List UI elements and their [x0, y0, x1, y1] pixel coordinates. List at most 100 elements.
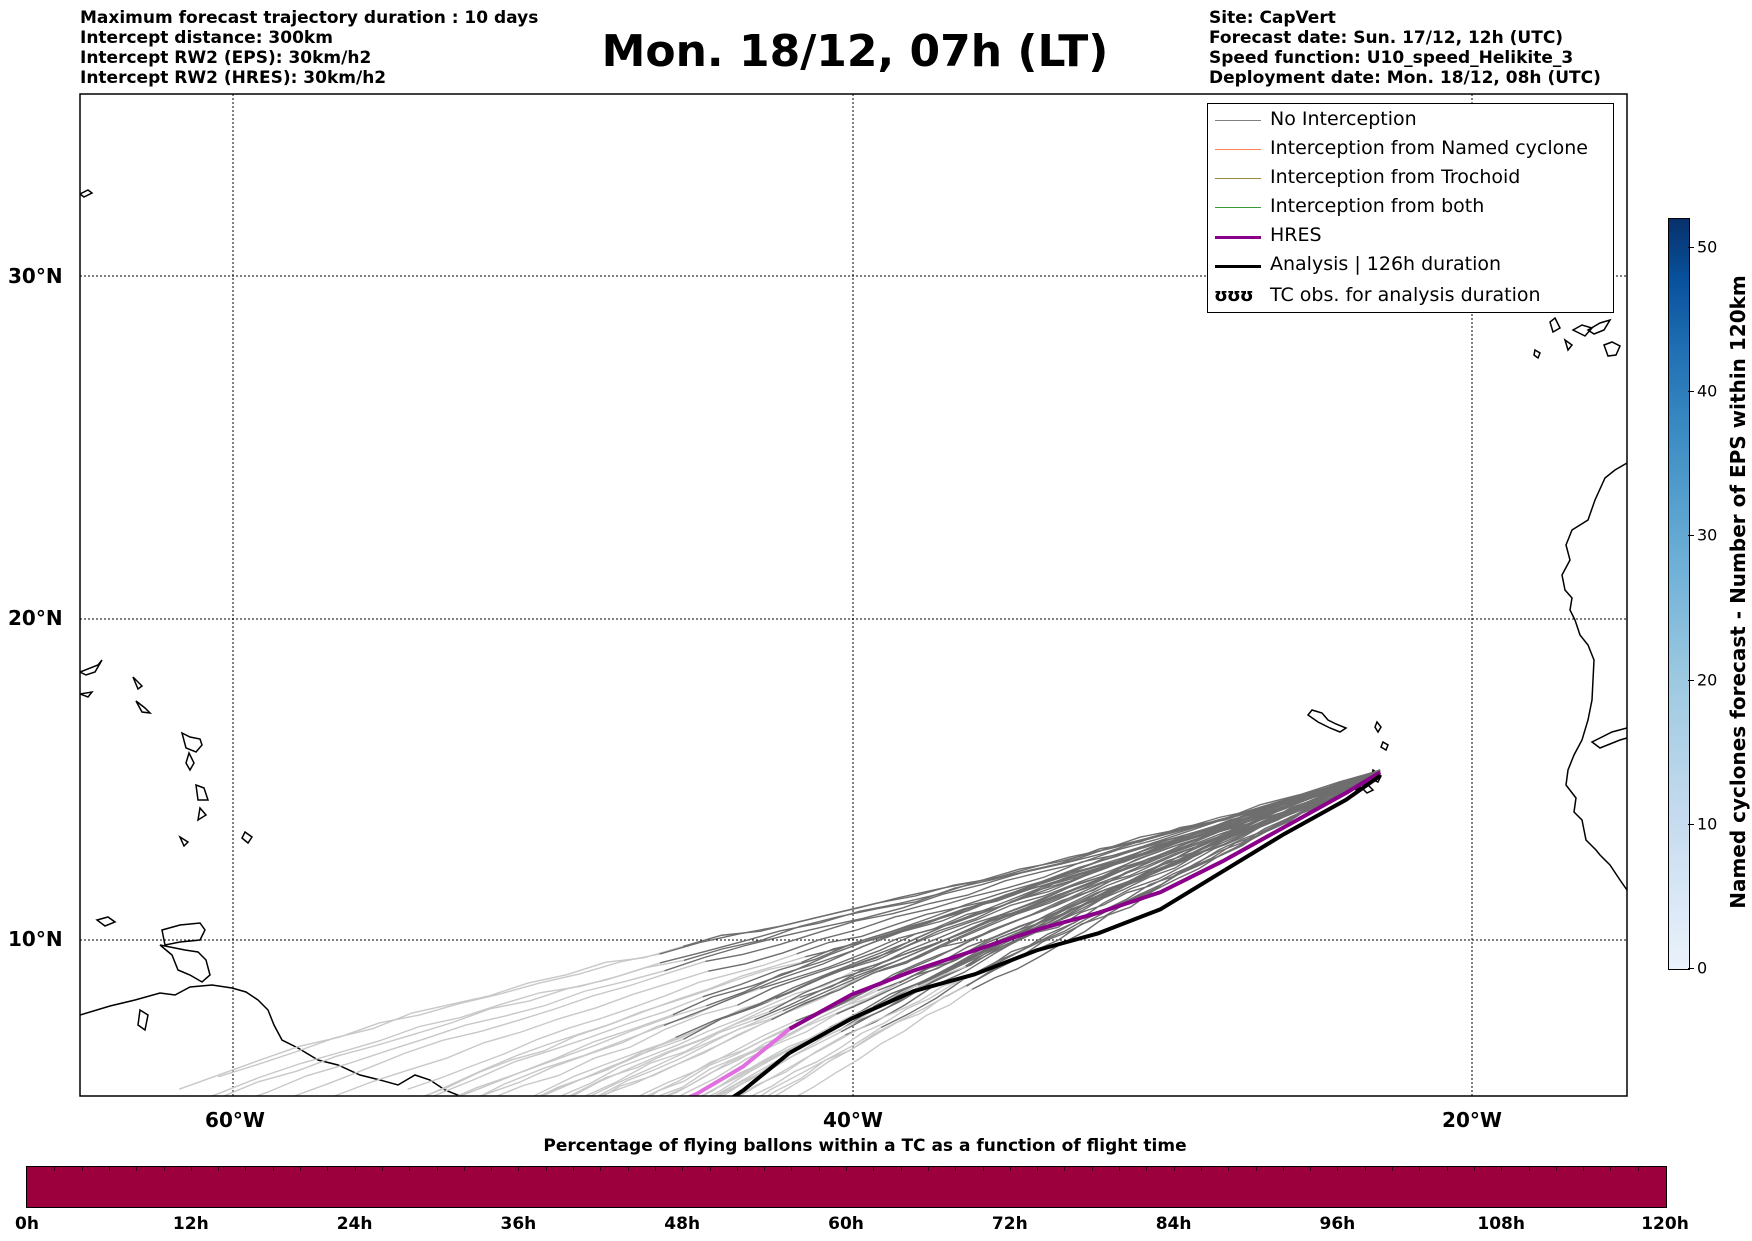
ensemble-track — [917, 770, 1381, 986]
colorbar-tick-mark — [1688, 679, 1694, 681]
ensemble-track-late — [570, 1011, 770, 1096]
hres-trajectory — [686, 770, 1382, 1096]
ensemble-track-late — [455, 1014, 674, 1096]
coastline-segment — [185, 750, 195, 772]
legend-swatch — [1215, 207, 1261, 208]
bar-segment-divider — [1419, 1167, 1421, 1171]
ensemble-track-late — [254, 970, 665, 1096]
ensemble-track-late — [707, 1037, 814, 1096]
ensemble-track-late — [218, 945, 684, 1078]
lon-label-40w: 40°W — [823, 1108, 883, 1132]
ensemble-track — [683, 772, 1381, 1040]
percentage-bar-tick: 12h — [172, 1214, 209, 1234]
percentage-bar-tick: 60h — [828, 1214, 864, 1234]
cyclone-symbol-icon: ʊʊʊ — [1214, 285, 1254, 306]
analysis-line — [788, 774, 1382, 1055]
bar-segment-divider — [1392, 1167, 1393, 1171]
coastline-segment — [80, 659, 103, 676]
percentage-bar — [26, 1166, 1667, 1208]
bar-segment-divider — [327, 1167, 329, 1171]
coastline-segment — [1380, 740, 1389, 752]
bar-segment-divider — [682, 1167, 684, 1171]
bar-segment-divider — [1310, 1167, 1312, 1171]
coastline-segment — [1586, 318, 1612, 335]
coastline-segment — [1533, 348, 1541, 360]
coastline-segment — [241, 830, 254, 845]
percentage-bar-tick: 0h — [15, 1214, 39, 1234]
bar-segment-divider — [518, 1167, 520, 1171]
ensemble-track-late — [178, 953, 660, 1090]
info-line: Forecast date: Sun. 17/12, 12h (UTC) — [1209, 28, 1564, 48]
analysis-trajectory — [731, 774, 1382, 1096]
info-line: Deployment date: Mon. 18/12, 08h (UTC) — [1209, 68, 1601, 88]
ensemble-track-late — [736, 1034, 846, 1096]
ensemble-track-late — [537, 1019, 719, 1096]
ensemble-track — [965, 769, 1381, 980]
lon-label-20w: 20°W — [1442, 1108, 1502, 1132]
bar-segment-divider — [1173, 1167, 1175, 1171]
coastline-segment — [1563, 338, 1574, 352]
ensemble-track-late — [540, 1038, 684, 1096]
coastline-segment — [1561, 462, 1627, 891]
bar-segment-divider — [54, 1167, 56, 1171]
legend-label: HRES — [1270, 224, 1322, 246]
coastline-segment — [161, 922, 206, 946]
ensemble-track-late — [479, 1024, 664, 1096]
legend-item: Interception from Trochoid — [1208, 164, 1613, 193]
coastline-segment — [195, 783, 210, 801]
coastline-segment — [159, 944, 211, 983]
ensemble-track-late — [596, 970, 879, 1096]
bar-segment-divider — [1555, 1167, 1557, 1171]
ensemble-track-late — [589, 1010, 784, 1096]
bar-segment-divider — [1501, 1167, 1503, 1171]
colorbar-tick-mark — [1688, 246, 1694, 248]
percentage-bar-tick: 24h — [336, 1214, 373, 1234]
ensemble-track — [806, 769, 1381, 1020]
ensemble-track-late — [738, 977, 966, 1096]
colorbar-tick-label: 40 — [1697, 381, 1718, 401]
bar-segment-divider — [900, 1167, 902, 1171]
legend-swatch — [1215, 149, 1261, 150]
bar-segment-divider — [955, 1167, 957, 1171]
forecast-settings: Maximum forecast trajectory duration : 1… — [80, 8, 538, 88]
bar-segment-divider — [381, 1167, 383, 1171]
ensemble-track-late — [716, 965, 967, 1096]
legend-item: Interception from Named cyclone — [1208, 135, 1613, 164]
percentage-bar-tick: 96h — [1319, 1214, 1356, 1234]
ensemble-track — [659, 769, 1381, 964]
bar-segment-divider — [791, 1167, 793, 1171]
coastline-segment — [1306, 709, 1348, 733]
bar-segment-divider — [654, 1167, 656, 1171]
percentage-bar-tick: 120h — [1641, 1214, 1689, 1234]
map-frame — [79, 93, 1628, 1097]
colorbar-tick-mark — [1688, 968, 1694, 969]
site-info: Site: CapVert Forecast date: Sun. 17/12, … — [1209, 8, 1601, 88]
legend-swatch — [1215, 120, 1261, 121]
ensemble-track — [663, 772, 1381, 1027]
bar-segment-divider — [764, 1167, 766, 1171]
map-legend: No Interception Interception from Named c… — [1207, 103, 1614, 313]
bar-segment-divider — [1064, 1167, 1066, 1171]
coastline-segment — [196, 806, 208, 822]
ensemble-track-late — [678, 1013, 837, 1096]
bar-segment-divider — [545, 1167, 547, 1171]
legend-swatch — [1215, 178, 1261, 179]
bar-segment-divider — [1255, 1167, 1257, 1171]
coastlines — [80, 189, 1627, 1096]
ensemble-track-late — [599, 1019, 772, 1096]
analysis-line-late — [731, 1051, 791, 1096]
info-line: Intercept RW2 (HRES): 30km/h2 — [80, 68, 387, 88]
coastline-segment — [1549, 316, 1561, 334]
coastline-segment — [95, 916, 117, 927]
bar-segment-divider — [1583, 1167, 1585, 1171]
ensemble-track-late — [495, 1004, 738, 1096]
colorbar-tick-mark — [1688, 823, 1694, 825]
bar-segment-divider — [709, 1167, 711, 1171]
bar-segment-divider — [818, 1167, 820, 1171]
bar-segment-divider — [354, 1167, 356, 1171]
bar-segment-divider — [1637, 1167, 1639, 1171]
coastline-segment — [1374, 720, 1382, 734]
colorbar-tick-mark — [1688, 391, 1694, 393]
coastline-segment — [132, 676, 144, 691]
ensemble-track — [836, 773, 1381, 1015]
